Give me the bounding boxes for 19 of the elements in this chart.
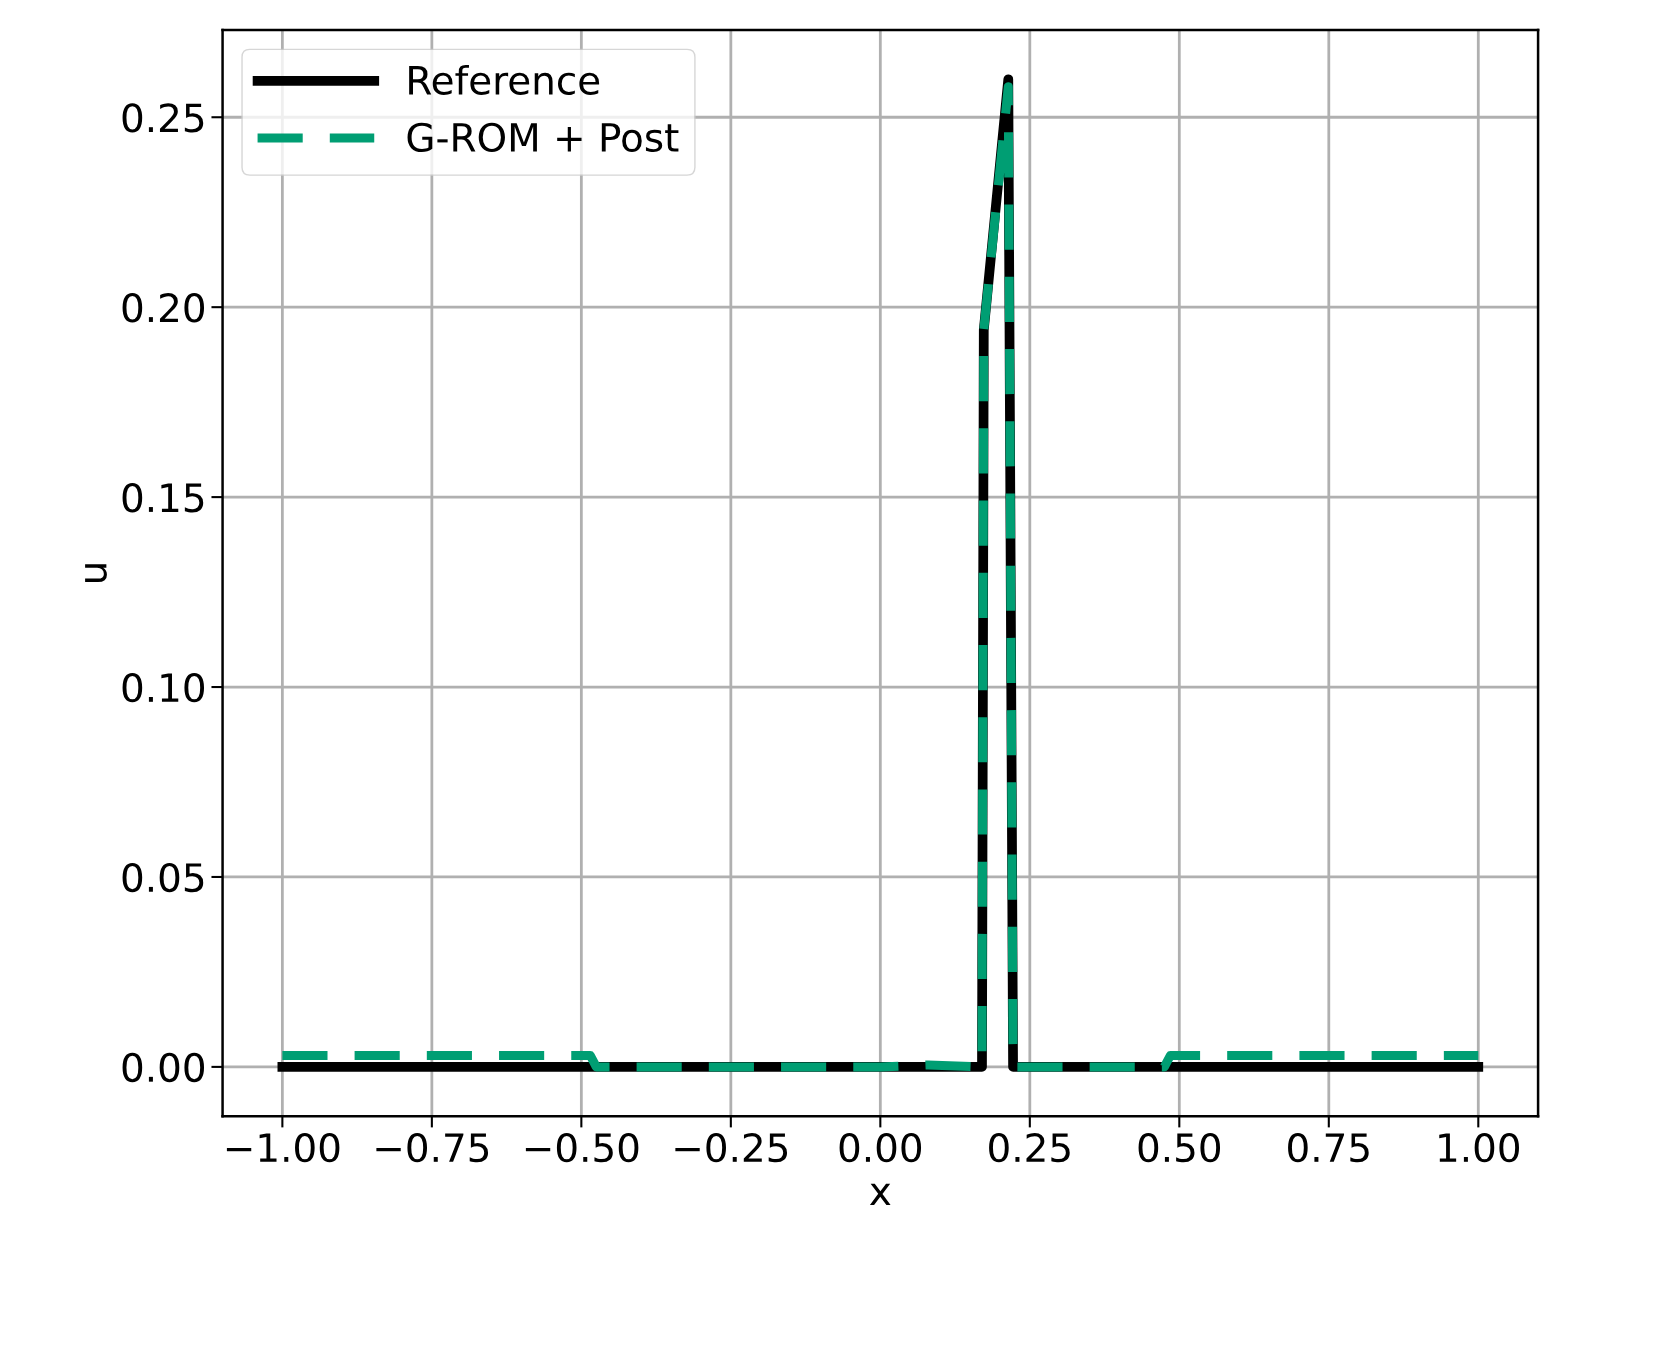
y-tick-label: 0.10 [122,672,205,703]
y-tick-label: 0.25 [122,103,204,133]
legend-label: Reference [409,64,600,95]
x-tick-label: −0.25 [675,1132,788,1163]
x-tick-label: 0.00 [839,1132,922,1163]
x-tick-label: 0.25 [989,1132,1070,1163]
y-tick-label: 0.15 [122,483,204,513]
legend-label: G-ROM + Post [407,122,679,153]
x-tick-label: 1.00 [1439,1132,1519,1163]
x-tick-label: −0.50 [525,1132,639,1163]
y-tick-label: 0.05 [122,862,204,893]
y-tick-label: 0.20 [122,293,205,323]
y-axis-title: u [84,564,107,583]
x-axis-title: x [869,1183,891,1205]
x-tick-label: 0.75 [1288,1132,1369,1163]
x-tick-label: −1.00 [226,1132,340,1163]
x-tick-label: −0.75 [376,1132,489,1163]
x-tick-label: 0.50 [1138,1132,1221,1163]
y-tick-label: 0.00 [122,1052,205,1083]
